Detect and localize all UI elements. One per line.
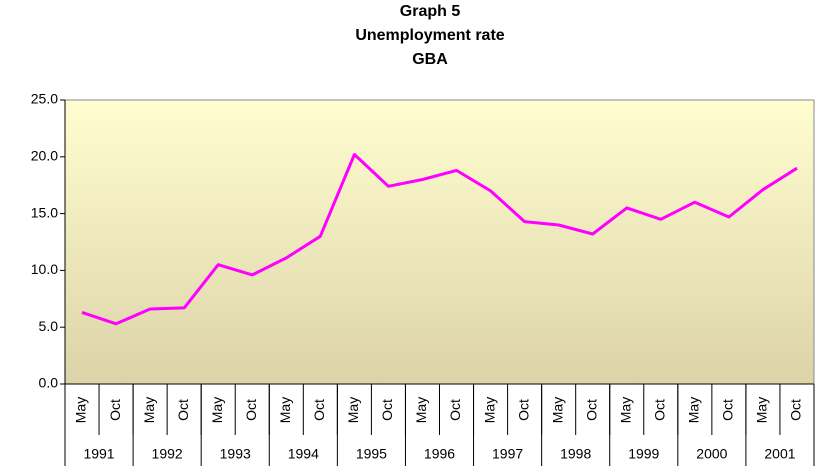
y-tick-label: 0.0: [39, 375, 59, 391]
y-tick-label: 20.0: [31, 148, 58, 164]
y-tick-label: 25.0: [31, 91, 58, 107]
x-tick-label: May: [73, 397, 89, 423]
y-tick-label: 15.0: [31, 204, 58, 220]
x-tick-label: Oct: [379, 399, 395, 421]
x-tick-label: May: [413, 397, 429, 423]
x-tick-label: Oct: [651, 399, 667, 421]
x-tick-label: May: [549, 397, 565, 423]
x-tick-label: Oct: [788, 399, 804, 421]
x-tick-label: Oct: [243, 399, 259, 421]
x-tick-label: May: [617, 397, 633, 423]
y-tick-label: 10.0: [31, 261, 58, 277]
year-label: 1994: [288, 446, 319, 462]
x-tick-label: Oct: [447, 399, 463, 421]
x-tick-label: May: [277, 397, 293, 423]
x-tick-label: Oct: [107, 399, 123, 421]
year-label: 2001: [764, 446, 795, 462]
year-label: 1992: [152, 446, 183, 462]
x-tick-label: May: [141, 397, 157, 423]
x-tick-label: May: [686, 397, 702, 423]
x-tick-label: May: [481, 397, 497, 423]
x-tick-label: Oct: [583, 399, 599, 421]
chart-title: Graph 5: [400, 3, 461, 20]
x-tick-label: Oct: [515, 399, 531, 421]
line: [81, 153, 798, 326]
year-label: 1991: [83, 446, 114, 462]
plot-area: [64, 99, 815, 385]
x-tick-label: Oct: [175, 399, 191, 421]
year-label: 2000: [696, 446, 727, 462]
y-tick-label: 5.0: [39, 318, 59, 334]
year-label: 1996: [424, 446, 455, 462]
x-tick-label: May: [209, 397, 225, 423]
x-tick-label: Oct: [720, 399, 736, 421]
year-label: 1997: [492, 446, 523, 462]
x-tick-label: May: [754, 397, 770, 423]
year-label: 1999: [628, 446, 659, 462]
year-label: 1995: [356, 446, 387, 462]
chart-title: GBA: [412, 51, 448, 68]
year-label: 1993: [220, 446, 251, 462]
chart-title: Unemployment rate: [355, 27, 504, 44]
year-label: 1998: [560, 446, 591, 462]
x-tick-label: Oct: [311, 399, 327, 421]
x-tick-label: May: [345, 397, 361, 423]
